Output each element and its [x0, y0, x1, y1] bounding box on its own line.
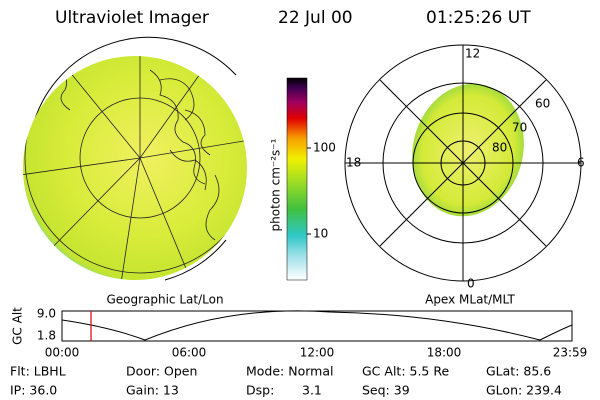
colorbar	[286, 77, 308, 281]
y-tick: 1.8	[37, 329, 56, 343]
footer-field: Flt: LBHL	[10, 364, 66, 379]
mlt-label: 12	[465, 47, 480, 61]
polar-plot	[344, 44, 582, 282]
x-tick: 00:00	[45, 346, 80, 360]
footer-field: Seq: 39	[362, 383, 410, 398]
altitude-plot	[61, 310, 573, 342]
footer-field: Mode: Normal	[246, 364, 333, 379]
date: 22 Jul 00	[278, 8, 353, 28]
mlt-label: 0	[467, 277, 475, 291]
x-tick: 06:00	[172, 346, 207, 360]
y-tick: 9.0	[37, 307, 56, 321]
mlt-label: 6	[577, 156, 585, 170]
footer-field: Gain: 13	[126, 383, 179, 398]
footer-field: GC Alt: 5.5 Re	[362, 364, 449, 379]
footer-field: GLon: 239.4	[486, 383, 562, 398]
time: 01:25:26 UT	[426, 8, 531, 28]
colorbar-label: photon cm⁻²s⁻¹	[269, 138, 283, 231]
left-caption: Geographic Lat/Lon	[106, 293, 223, 307]
mlt-label: 18	[346, 156, 361, 170]
colorbar-tick: 100	[313, 141, 336, 155]
footer-field: IP: 36.0	[10, 383, 57, 398]
title: Ultraviolet Imager	[55, 8, 209, 28]
mlat-label: 60	[535, 97, 550, 111]
x-tick: 23:59	[553, 346, 588, 360]
footer-field: GLat: 85.6	[486, 364, 551, 379]
footer-field: Dsp:	[246, 383, 274, 398]
x-tick: 18:00	[427, 346, 462, 360]
mlat-label: 80	[492, 141, 507, 155]
footer-field: 3.1	[302, 383, 322, 398]
mlat-label: 70	[512, 121, 527, 135]
footer-field: Door: Open	[126, 364, 197, 379]
globe-image	[23, 36, 247, 281]
right-caption: Apex MLat/MLT	[425, 293, 515, 307]
y-label: GC Alt	[11, 307, 25, 345]
x-tick: 12:00	[300, 346, 335, 360]
colorbar-tick: 10	[313, 227, 328, 241]
